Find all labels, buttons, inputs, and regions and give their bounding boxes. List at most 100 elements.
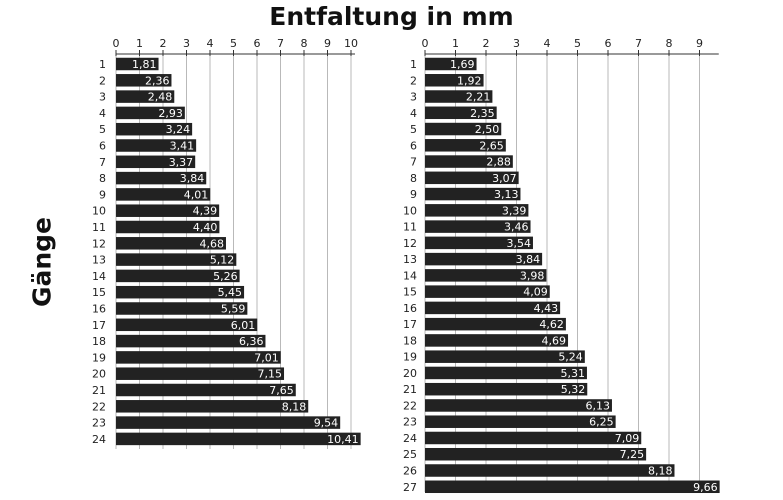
category-label: 7 [410, 156, 417, 169]
category-label: 17 [403, 318, 417, 331]
bar [425, 252, 543, 266]
bar-value-label: 7,09 [615, 432, 640, 445]
category-label: 6 [410, 139, 417, 152]
x-tick-label: 1 [452, 37, 459, 50]
bar-value-label: 3,13 [494, 188, 519, 201]
bar [116, 351, 281, 364]
bar [425, 382, 588, 396]
x-tick-label: 4 [207, 37, 214, 50]
bar-value-label: 9,66 [693, 481, 718, 494]
bar [116, 416, 341, 429]
bar-value-label: 2,65 [479, 139, 504, 152]
bar [116, 383, 296, 397]
bar-value-label: 10,41 [327, 433, 359, 446]
bar-value-label: 7,01 [254, 351, 279, 364]
x-tick-label: 0 [422, 37, 429, 50]
bar-value-label: 3,39 [502, 204, 527, 217]
bar [116, 269, 240, 283]
category-label: 10 [403, 204, 417, 217]
bar [116, 220, 220, 234]
category-label: 18 [92, 335, 106, 348]
bar-value-label: 3,46 [504, 221, 529, 234]
x-tick-label: 6 [254, 37, 261, 50]
category-label: 16 [403, 302, 417, 315]
x-tick-label: 5 [574, 37, 581, 50]
bar [425, 334, 569, 347]
bar [425, 431, 642, 445]
bar-value-label: 1,81 [132, 58, 157, 71]
bar-value-label: 4,69 [542, 334, 567, 347]
category-label: 16 [92, 303, 106, 316]
bar [116, 90, 175, 103]
bar-value-label: 2,36 [145, 74, 170, 87]
category-label: 23 [92, 417, 106, 430]
category-label: 3 [410, 91, 417, 104]
category-label: 19 [403, 351, 417, 364]
bar-value-label: 3,37 [169, 156, 194, 169]
bar-value-label: 3,98 [520, 269, 545, 282]
bar-value-label: 4,43 [534, 302, 559, 315]
bar-value-label: 1,92 [457, 74, 482, 87]
category-label: 2 [99, 74, 106, 87]
bar [116, 171, 207, 185]
bar [425, 464, 675, 477]
bar [425, 220, 531, 233]
bar-value-label: 4,68 [199, 237, 224, 250]
category-label: 1 [99, 58, 106, 71]
category-label: 15 [403, 286, 417, 299]
category-label: 11 [92, 221, 106, 234]
bar [425, 139, 506, 152]
category-label: 12 [403, 237, 417, 250]
category-label: 22 [403, 399, 417, 412]
x-tick-label: 6 [605, 37, 612, 50]
bar [425, 447, 647, 461]
bar [116, 334, 266, 348]
x-tick-label: 4 [544, 37, 551, 50]
bar-value-label: 2,48 [148, 91, 173, 104]
category-label: 8 [410, 172, 417, 185]
bar-value-label: 7,65 [269, 384, 294, 397]
bar-value-label: 6,25 [589, 416, 614, 429]
bar-value-label: 3,84 [516, 253, 541, 266]
category-label: 2 [410, 74, 417, 87]
bar [116, 237, 226, 250]
bar-value-label: 2,88 [486, 156, 511, 169]
category-label: 7 [99, 156, 106, 169]
bar-value-label: 5,24 [558, 351, 583, 364]
bar-value-label: 8,18 [648, 465, 673, 478]
bar [425, 480, 720, 494]
bar [425, 90, 493, 103]
bar [116, 106, 185, 120]
category-label: 26 [403, 465, 417, 478]
category-label: 5 [99, 123, 106, 136]
bar-value-label: 7,25 [620, 448, 645, 461]
bar-value-label: 9,54 [314, 417, 339, 430]
bar-value-label: 2,35 [470, 107, 495, 120]
x-tick-label: 3 [183, 37, 190, 50]
bar [425, 106, 497, 120]
x-tick-label: 7 [635, 37, 642, 50]
bar [425, 74, 484, 87]
category-label: 25 [403, 448, 417, 461]
category-label: 5 [410, 123, 417, 136]
bar-value-label: 5,31 [560, 367, 585, 380]
bar [425, 366, 587, 380]
x-tick-label: 0 [113, 37, 120, 50]
bar-value-label: 4,39 [193, 205, 218, 218]
bar-value-label: 2,21 [466, 91, 491, 104]
bar [116, 155, 196, 169]
bar-value-label: 8,18 [282, 400, 307, 413]
category-label: 4 [99, 107, 106, 120]
bar [425, 350, 585, 363]
bar-value-label: 3,54 [506, 237, 531, 250]
category-label: 20 [403, 367, 417, 380]
bar [116, 285, 245, 299]
bar [116, 302, 248, 315]
category-label: 13 [403, 253, 417, 266]
bar [425, 155, 513, 168]
bar-value-label: 3,41 [170, 140, 195, 153]
category-label: 24 [92, 433, 106, 446]
bar [116, 57, 159, 71]
bar [425, 285, 550, 298]
